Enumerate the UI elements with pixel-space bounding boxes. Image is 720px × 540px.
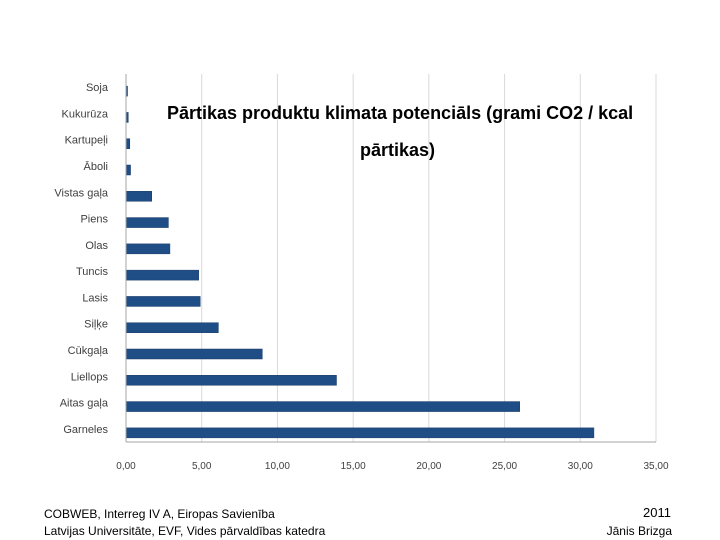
x-tick-label: 5,00 [192, 461, 212, 472]
bar [125, 191, 152, 202]
category-label: Cūkgaļa [68, 345, 109, 357]
x-tick-labels: 0,00 5,00 10,00 15,00 20,00 25,00 30,00 35,00 [116, 461, 669, 472]
category-label: Āboli [84, 161, 108, 173]
bar [125, 375, 337, 386]
category-label: Olas [85, 240, 108, 252]
gridlines [201, 74, 657, 442]
plot-area [126, 74, 656, 442]
bar [125, 322, 219, 333]
x-tick-label: 35,00 [643, 461, 668, 472]
x-tick-label: 20,00 [416, 461, 441, 472]
x-tick-label: 25,00 [492, 461, 517, 472]
category-label: Lasis [82, 292, 108, 304]
bar [125, 269, 199, 281]
x-tick-label: 10,00 [265, 461, 290, 472]
category-label: Vistas gaļa [54, 187, 108, 199]
x-tick-label: 30,00 [568, 461, 593, 472]
bar [125, 401, 520, 412]
footer-author: Jānis Brizga [606, 524, 672, 538]
category-label: Kartupeļi [65, 135, 108, 147]
footer-year: 2011 [643, 505, 671, 520]
category-label: Aitas gaļa [60, 398, 109, 410]
bar [125, 296, 201, 307]
bar [125, 427, 595, 439]
footer-dept-line: Latvijas Universitāte, EVF, Vides pārval… [44, 524, 326, 538]
category-label: Soja [86, 82, 109, 94]
bars [125, 85, 595, 439]
bar [125, 138, 131, 149]
footer-org-line: COBWEB, Interreg IV A, Eiropas Savienība [44, 507, 275, 521]
category-labels: Soja Kukurūza Kartupeļi Āboli Vistas gaļa Pie… [54, 82, 108, 436]
bar [125, 243, 171, 255]
category-label: Piens [80, 214, 108, 226]
bar [125, 217, 169, 228]
bar [125, 164, 131, 176]
category-label: Garneles [63, 424, 108, 436]
category-label: Kukurūza [62, 108, 109, 120]
category-label: Siļķe [84, 319, 108, 331]
category-label: Tuncis [76, 266, 108, 278]
chart-title-line-1: Pārtikas produktu klimata potenciāls (gr… [167, 103, 633, 123]
category-label: Liellops [71, 371, 109, 383]
x-tick-label: 15,00 [341, 461, 366, 472]
x-tick-label: 0,00 [116, 461, 136, 472]
bar [125, 348, 263, 360]
chart-title-line-2: pārtikas) [360, 140, 435, 160]
